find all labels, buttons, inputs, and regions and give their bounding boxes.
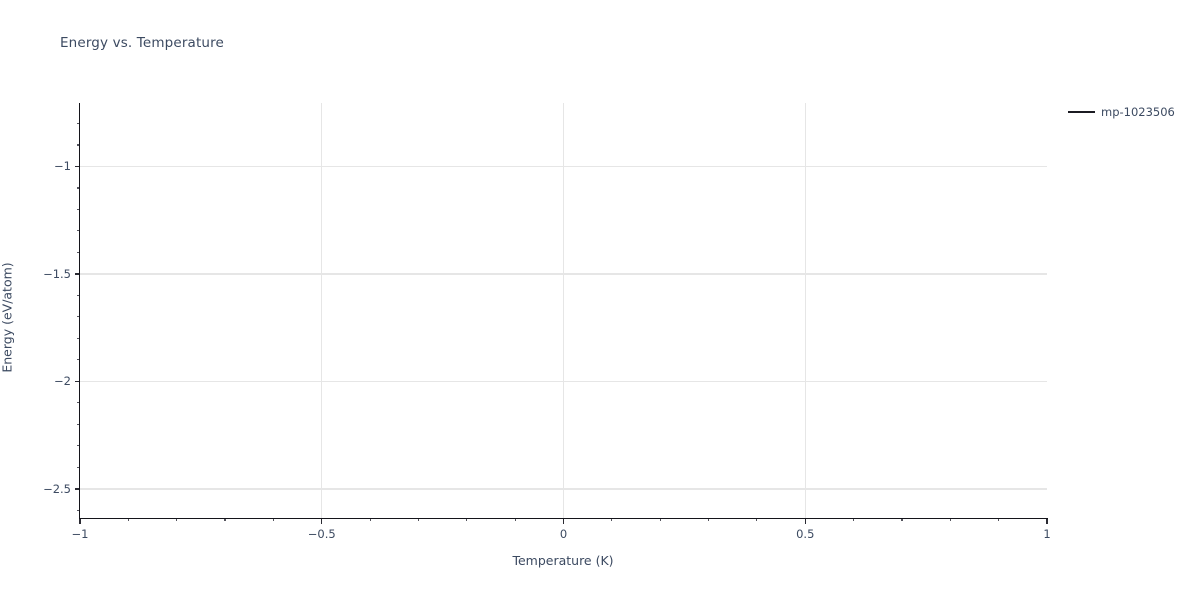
- tick-x-minor: [127, 518, 129, 522]
- tick-y-minor: [76, 187, 80, 189]
- tick-x-minor: [756, 518, 758, 522]
- legend-line-swatch: [1068, 110, 1095, 114]
- chart-legend[interactable]: mp-1023506: [1068, 105, 1175, 119]
- tick-x-major: [79, 518, 81, 524]
- tick-y-minor: [76, 251, 80, 253]
- tick-y-minor: [76, 294, 80, 296]
- tick-x-minor: [417, 518, 420, 522]
- tick-x-major: [1046, 518, 1048, 524]
- y-axis-spine: [79, 103, 81, 518]
- chart-title: Energy vs. Temperature: [60, 35, 224, 51]
- y-tick-label: −1.5: [43, 266, 71, 281]
- y-tick-label: −2.5: [43, 481, 71, 496]
- gridline-vertical: [562, 103, 565, 518]
- tick-y-major: [74, 165, 80, 168]
- tick-x-minor: [176, 518, 178, 522]
- tick-x-minor: [369, 518, 371, 522]
- tick-x-minor: [224, 518, 226, 522]
- tick-y-major: [74, 380, 80, 383]
- tick-y-minor: [76, 423, 80, 425]
- tick-y-minor: [76, 144, 80, 146]
- y-tick-label: −2: [54, 374, 71, 389]
- gridline-vertical: [804, 103, 806, 518]
- x-tick-label: −0.5: [307, 527, 336, 541]
- x-axis-label: Temperature (K): [512, 553, 614, 568]
- tick-x-minor: [611, 518, 613, 522]
- tick-x-major: [804, 518, 806, 524]
- tick-y-minor: [76, 208, 80, 210]
- x-tick-label: −1: [71, 527, 89, 541]
- tick-x-minor: [272, 518, 274, 522]
- tick-y-minor: [76, 122, 80, 124]
- tick-y-minor: [76, 509, 80, 511]
- x-tick-label: 0: [559, 527, 568, 541]
- x-tick-label: 0.5: [796, 527, 815, 541]
- tick-y-major: [74, 273, 80, 275]
- tick-y-minor: [76, 337, 80, 339]
- tick-x-minor: [514, 518, 516, 522]
- tick-x-major: [562, 518, 565, 524]
- tick-x-minor: [466, 518, 468, 522]
- legend-item-label: mp-1023506: [1101, 105, 1175, 119]
- tick-y-minor: [76, 445, 80, 447]
- tick-x-minor: [949, 518, 951, 522]
- legend-item[interactable]: mp-1023506: [1068, 105, 1175, 119]
- x-axis-spine: [79, 517, 1048, 519]
- tick-x-minor: [659, 518, 661, 522]
- tick-y-minor: [76, 466, 80, 468]
- tick-y-major: [74, 488, 80, 490]
- tick-x-minor: [707, 518, 710, 522]
- tick-y-minor: [76, 230, 80, 232]
- plot-area[interactable]: −1 −1.5 −2 −2.5 −1 −0.5 0 0.5 1: [43, 103, 1051, 541]
- tick-x-minor: [998, 518, 1000, 522]
- y-tick-label: −1: [54, 159, 71, 174]
- tick-x-minor: [853, 518, 855, 522]
- tick-y-minor: [76, 316, 80, 318]
- tick-x-major: [321, 518, 323, 524]
- x-tick-label: 1: [1043, 527, 1051, 541]
- y-axis-label: Energy (eV/atom): [0, 262, 15, 373]
- tick-y-minor: [76, 402, 80, 404]
- tick-y-minor: [76, 359, 80, 361]
- tick-x-minor: [901, 518, 903, 522]
- gridline-vertical: [321, 103, 323, 518]
